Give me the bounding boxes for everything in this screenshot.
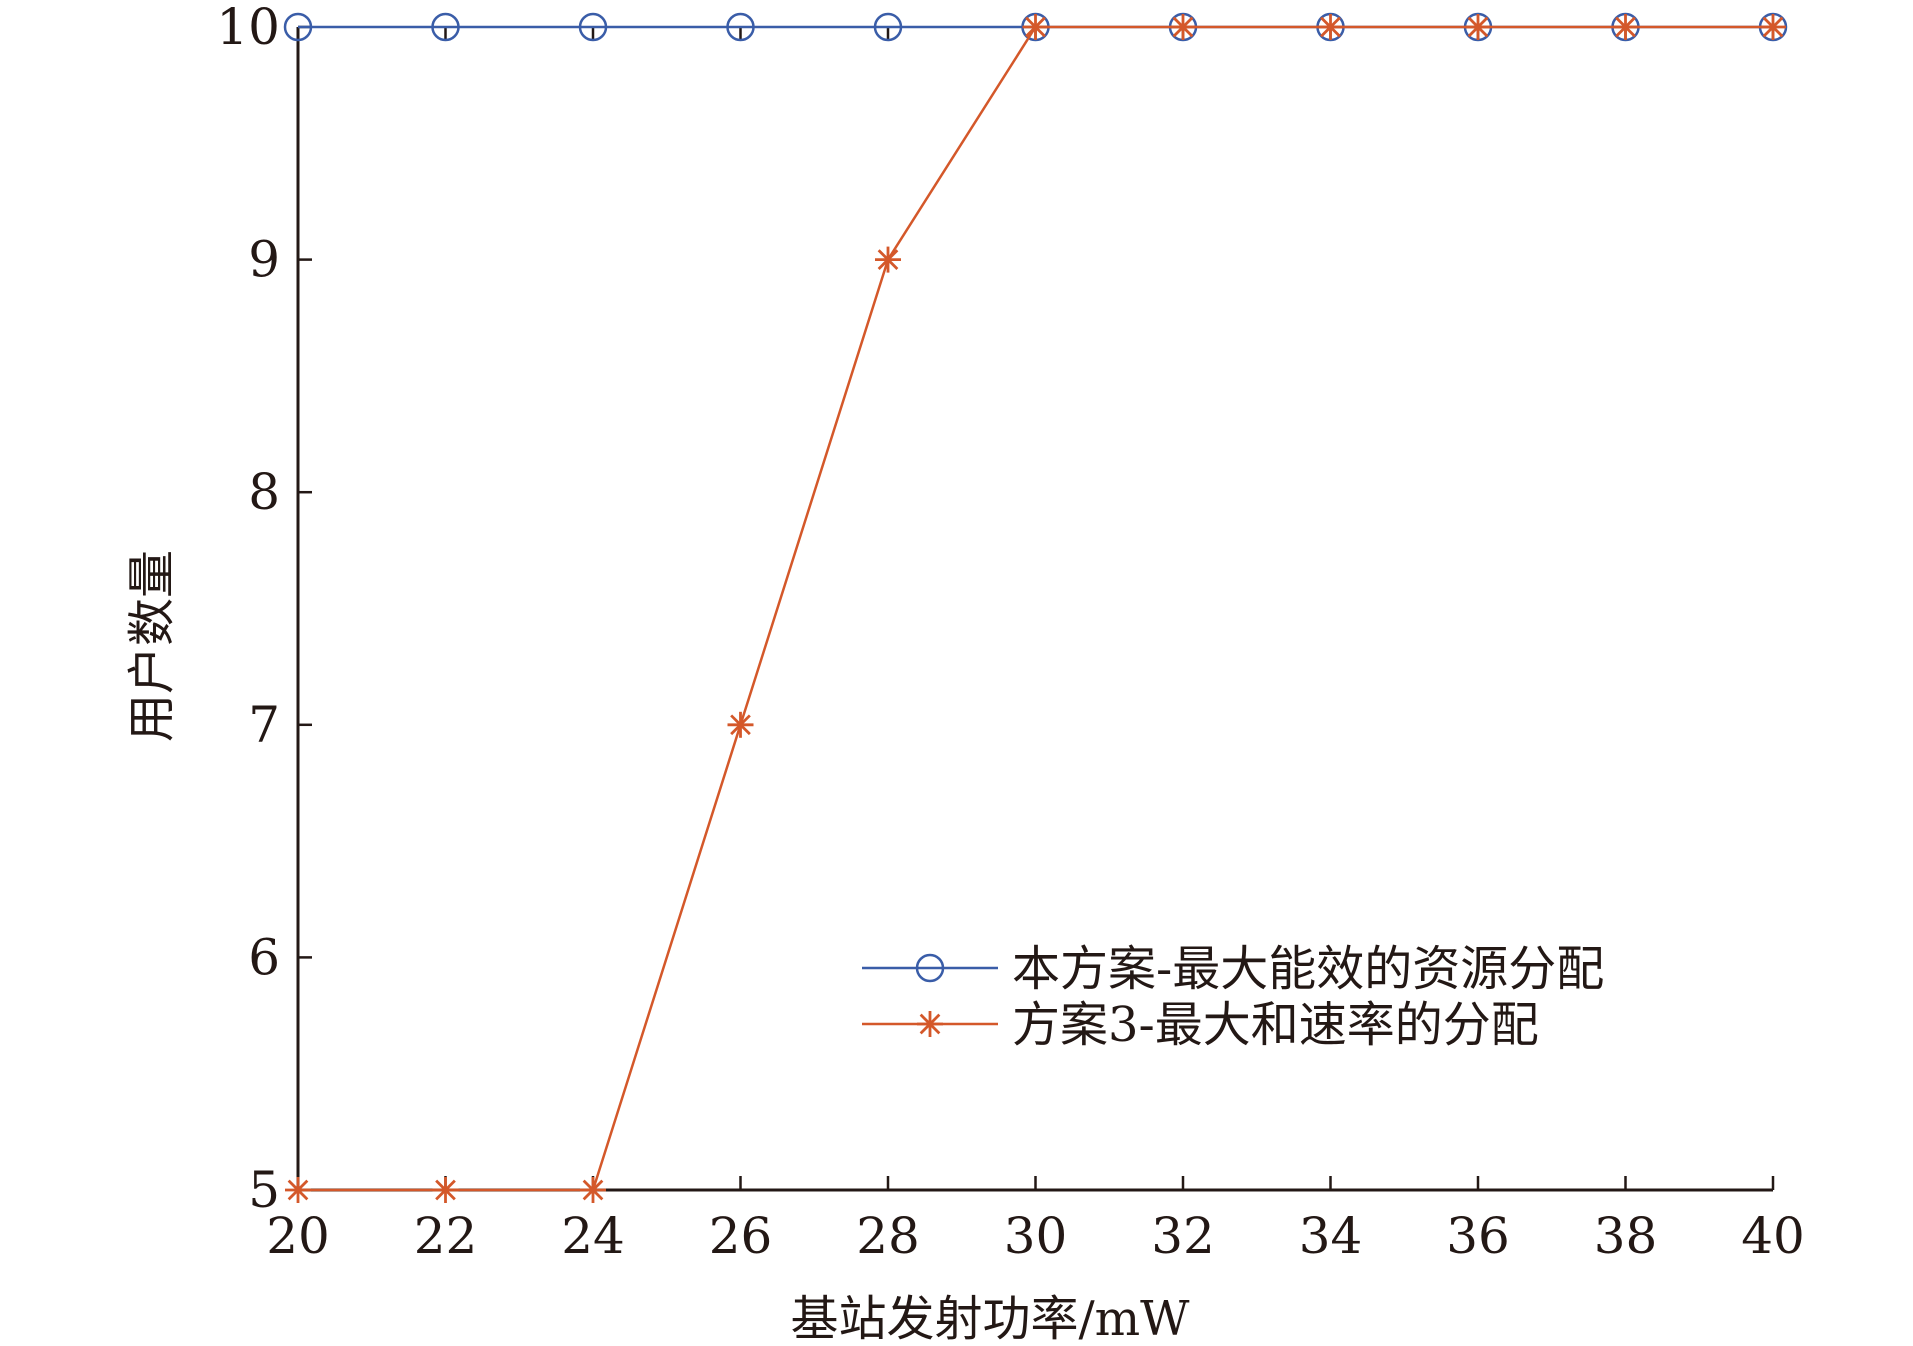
x-tick-label: 24 <box>561 1207 625 1265</box>
y-axis-ticks: 5 6 7 8 9 10 <box>216 0 312 1219</box>
asterisk-marker <box>875 246 901 273</box>
x-axis-title: 基站发射功率/mW <box>790 1291 1190 1346</box>
x-tick-label: 36 <box>1446 1207 1510 1265</box>
y-tick-label: 7 <box>248 696 280 754</box>
asterisk-marker <box>727 711 754 738</box>
y-tick-label: 8 <box>248 463 280 521</box>
x-tick-label: 22 <box>414 1207 478 1265</box>
y-tick-label: 6 <box>248 928 280 986</box>
asterisk-marker <box>1465 14 1491 40</box>
asterisk-marker <box>917 1011 943 1037</box>
y-tick-label: 5 <box>248 1161 280 1219</box>
legend-label: 本方案-最大能效的资源分配 <box>1012 941 1604 997</box>
asterisk-marker <box>1170 14 1196 40</box>
asterisk-marker <box>1022 14 1049 40</box>
asterisk-marker <box>285 1177 311 1203</box>
x-tick-label: 28 <box>856 1207 920 1265</box>
circle-marker <box>726 12 755 42</box>
asterisk-marker <box>1317 14 1344 40</box>
x-tick-label: 26 <box>709 1207 773 1265</box>
y-tick-label: 10 <box>216 0 280 56</box>
legend-item-2: 方案3-最大和速率的分配 <box>862 997 1539 1053</box>
y-axis-title: 用户数量 <box>124 550 180 742</box>
asterisk-marker <box>1612 14 1639 40</box>
circle-marker <box>873 12 903 42</box>
y-tick-label: 9 <box>248 231 280 289</box>
x-tick-label: 32 <box>1151 1207 1215 1265</box>
x-tick-label: 20 <box>266 1207 330 1265</box>
circle-marker <box>431 12 460 42</box>
x-axis-ticks: 20 22 24 26 28 30 32 34 36 38 40 <box>266 27 1805 1265</box>
asterisk-marker <box>580 1177 606 1203</box>
x-tick-label: 30 <box>1004 1207 1068 1265</box>
x-tick-label: 38 <box>1594 1207 1658 1265</box>
series-layer <box>283 12 1788 1203</box>
circle-marker <box>578 12 608 42</box>
x-tick-label: 40 <box>1741 1207 1805 1265</box>
asterisk-marker <box>1760 14 1786 40</box>
circle-marker <box>283 12 313 42</box>
x-tick-label: 34 <box>1299 1207 1363 1265</box>
circle-marker <box>915 953 945 983</box>
legend-item-1: 本方案-最大能效的资源分配 <box>862 941 1604 997</box>
asterisk-marker <box>432 1177 459 1203</box>
legend-label: 方案3-最大和速率的分配 <box>1012 997 1539 1053</box>
series-2 <box>285 14 1786 1203</box>
